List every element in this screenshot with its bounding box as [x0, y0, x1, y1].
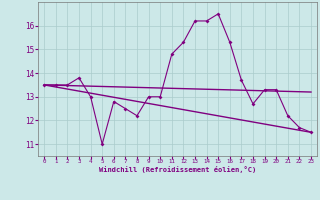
X-axis label: Windchill (Refroidissement éolien,°C): Windchill (Refroidissement éolien,°C)	[99, 166, 256, 173]
